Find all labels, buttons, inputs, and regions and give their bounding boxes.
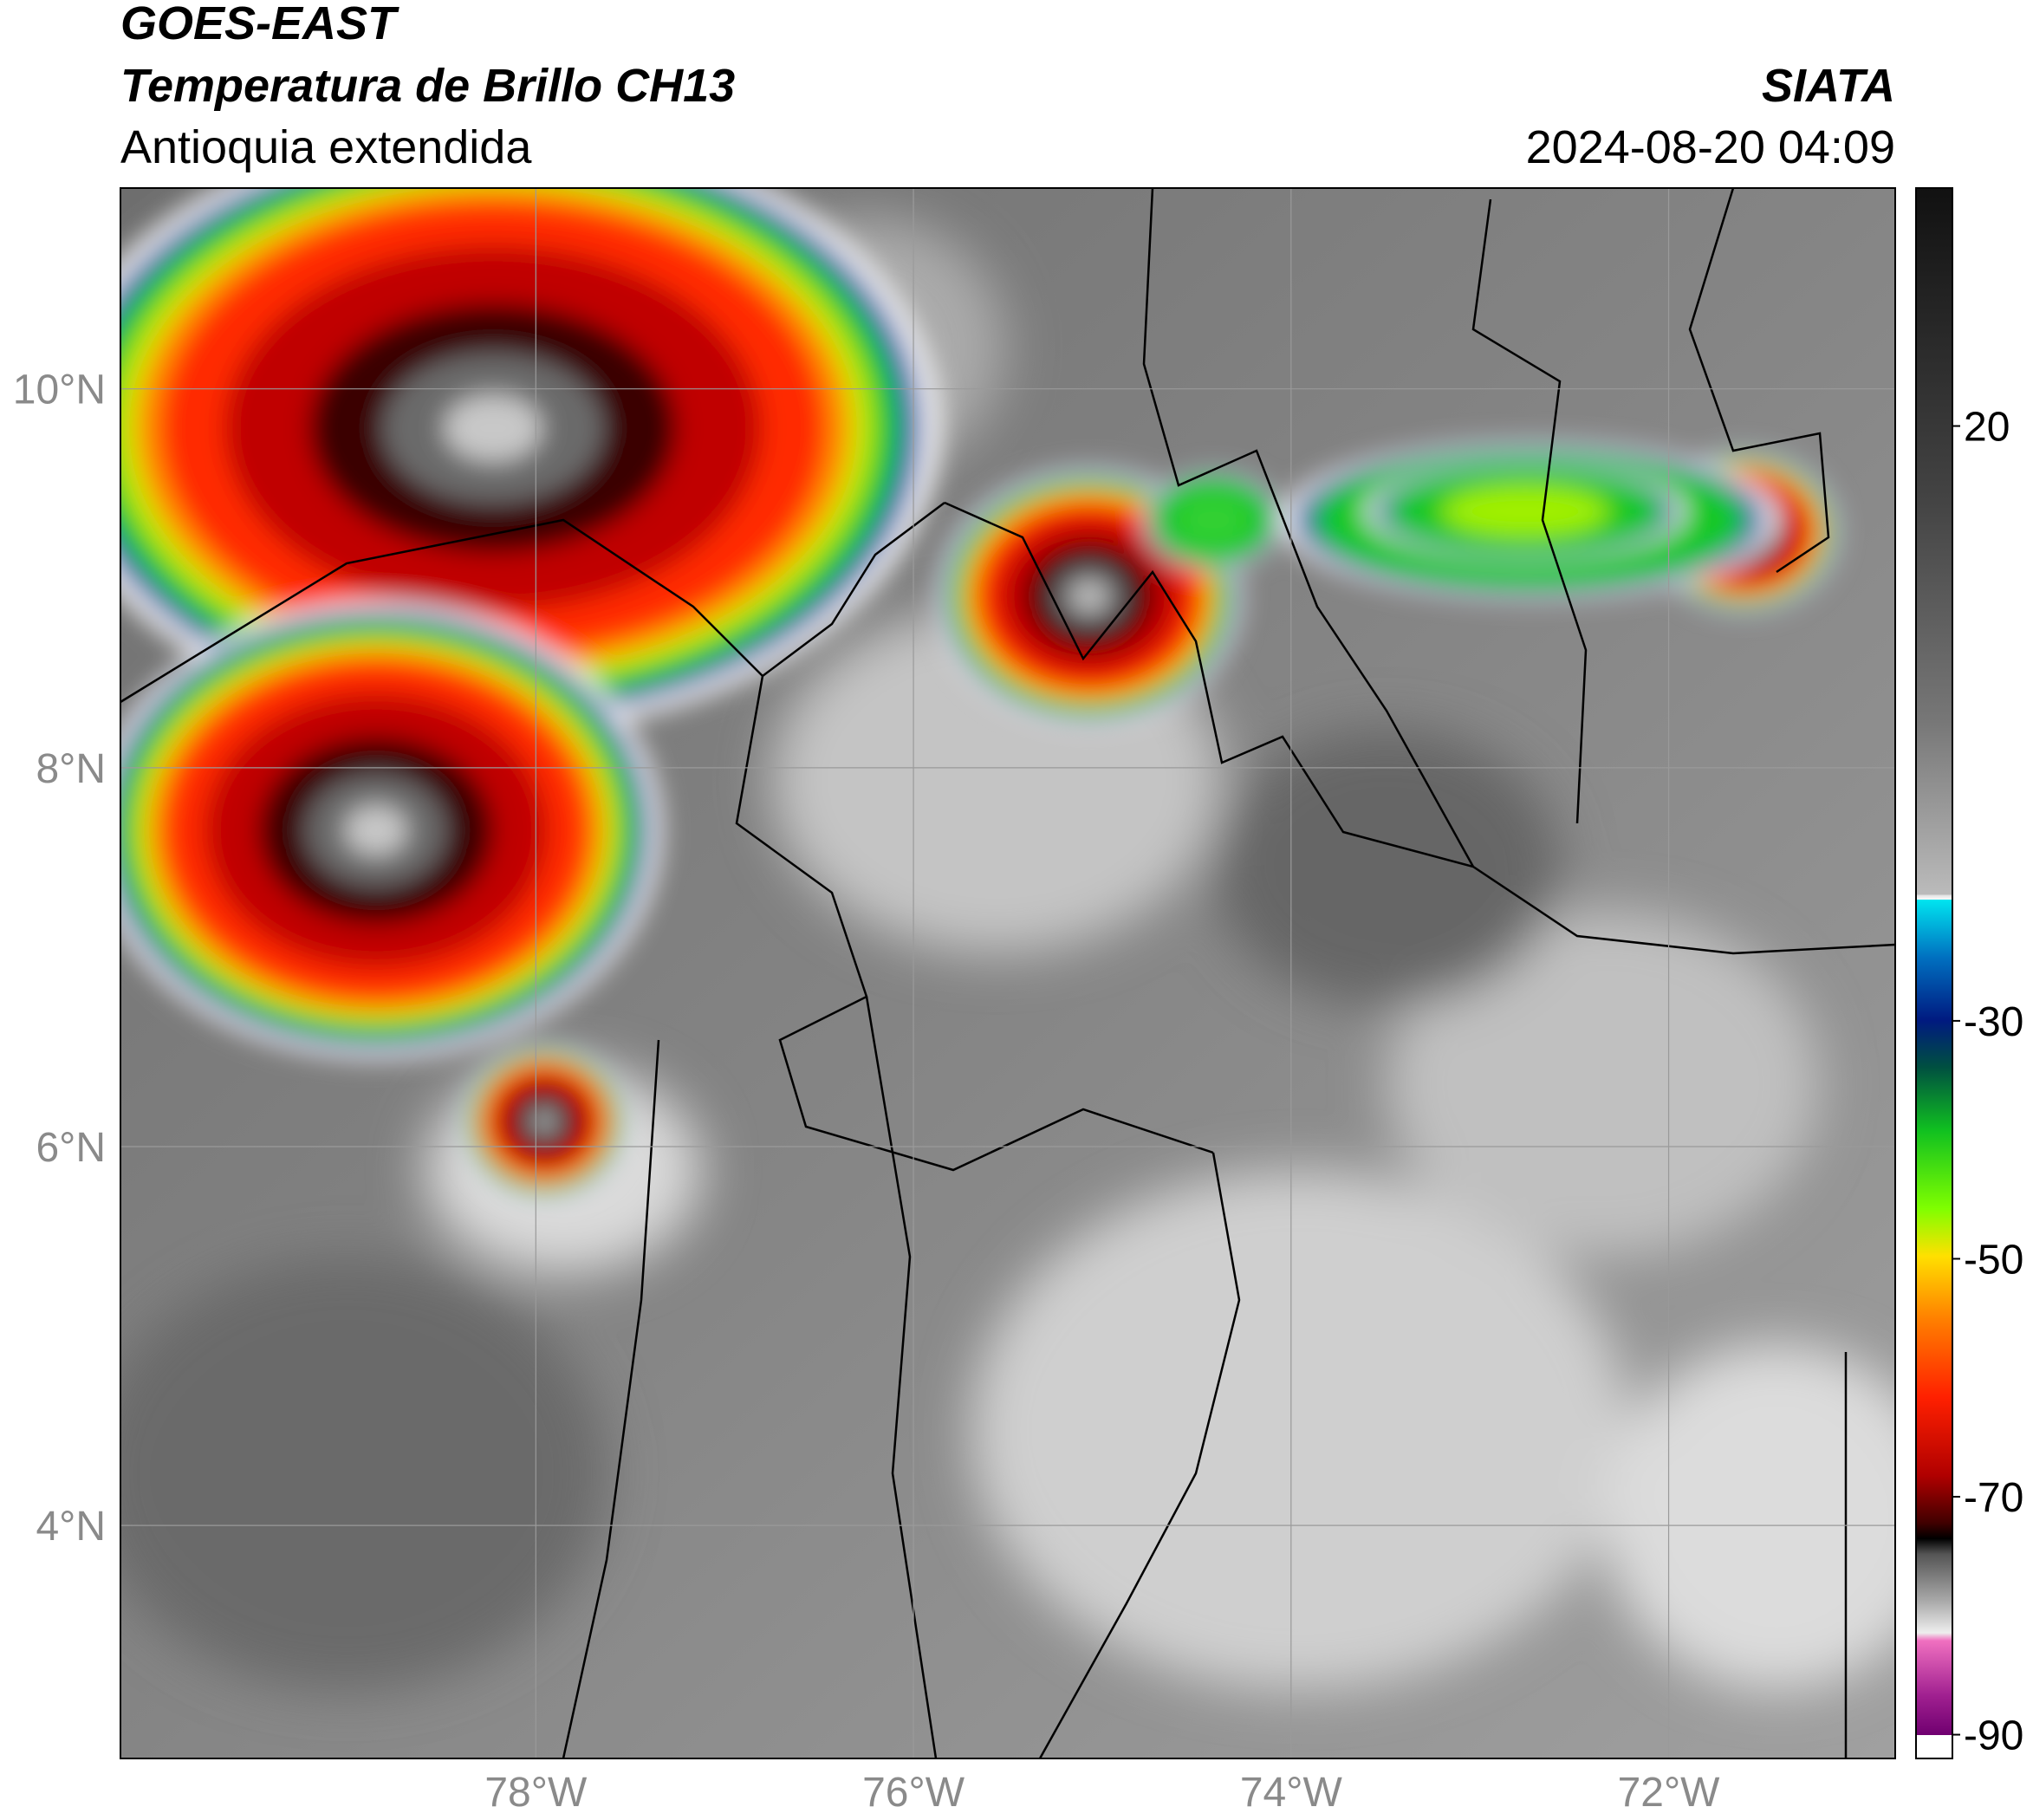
x-tick-label: 72°W <box>1618 1770 1721 1816</box>
cloud-layer <box>444 394 542 462</box>
cloud-layer <box>345 805 407 855</box>
y-tick-label: 4°N <box>36 1504 106 1550</box>
cloud-layer <box>1442 485 1608 537</box>
map-frame <box>120 187 1896 1759</box>
product-title: Temperatura de Brillo CH13 <box>120 60 735 112</box>
graticule <box>120 188 1895 1758</box>
x-tick-label: 76°W <box>862 1770 965 1816</box>
cloud-layer <box>1072 582 1107 611</box>
agency-label: SIATA <box>1762 60 1895 112</box>
colorbar-tick-label: 20 <box>1964 405 2010 451</box>
region-subtitle: Antioquia extendida <box>120 121 532 173</box>
y-tick-label: 6°N <box>36 1125 106 1171</box>
y-tick-label: 8°N <box>36 746 106 792</box>
colorbar-tick-label: -30 <box>1964 999 2023 1045</box>
axes: 78°W 76°W 74°W 72°W 10°N 8°N 6°N 4°N 20 -30 -50 -70… <box>13 367 2024 1816</box>
satellite-title: GOES-EAST <box>120 0 399 49</box>
y-tick-label: 10°N <box>13 367 106 413</box>
colorbar-tick-label: -90 <box>1964 1713 2023 1759</box>
colorbar-tick-label: -50 <box>1964 1237 2023 1283</box>
cloud-layer <box>1177 494 1250 546</box>
timestamp: 2024-08-20 04:09 <box>1526 121 1895 173</box>
convective-clouds <box>120 188 1839 1198</box>
colorbar <box>1915 187 1953 1759</box>
cloud-layer <box>535 1113 554 1130</box>
colorbar-tick-label: -70 <box>1964 1475 2023 1521</box>
x-tick-label: 74°W <box>1240 1770 1343 1816</box>
satellite-image <box>120 188 1895 1758</box>
borders <box>120 188 1895 1758</box>
x-tick-label: 78°W <box>484 1770 588 1816</box>
cloud-texture <box>120 217 1895 1690</box>
